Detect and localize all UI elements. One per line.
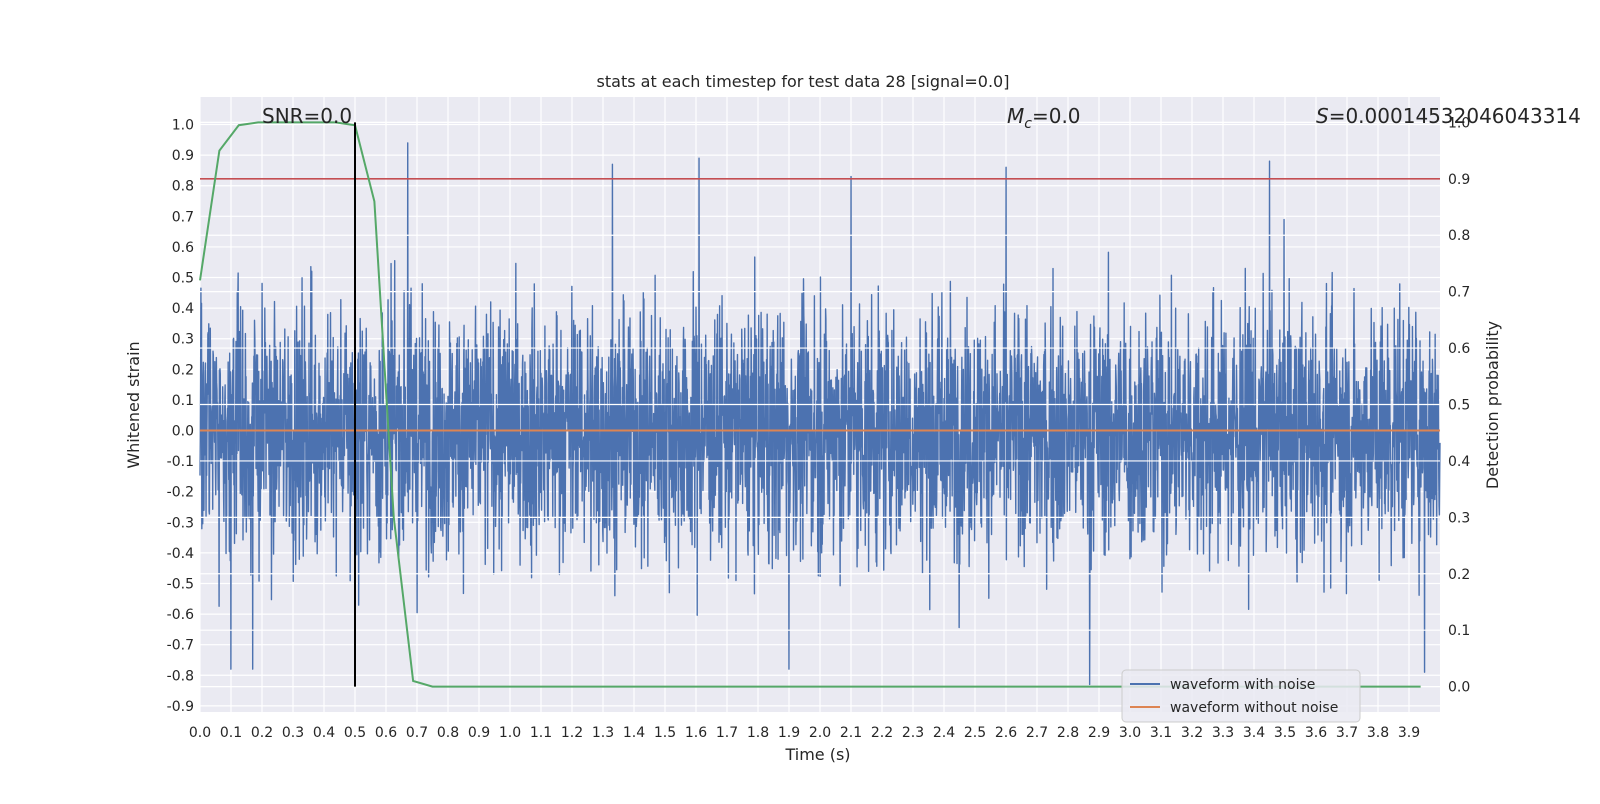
x-tick-label: 2.7 — [1026, 725, 1048, 741]
series-waveform-with-noise — [199, 142, 1441, 686]
legend-entry-label: waveform without noise — [1170, 700, 1338, 716]
x-tick-label: 0.0 — [189, 725, 211, 741]
x-tick-label: 3.8 — [1367, 725, 1389, 741]
legend-box — [1121, 669, 1361, 723]
x-axis-label: Time (s) — [784, 745, 850, 764]
x-tick-label: 2.6 — [995, 725, 1017, 741]
x-tick-label: 3.7 — [1336, 725, 1358, 741]
x-tick-label: 0.9 — [468, 725, 490, 741]
x-tick-label: 2.0 — [809, 725, 831, 741]
y-tick-label: -0.5 — [167, 576, 194, 592]
y2-tick-label: 0.8 — [1448, 228, 1470, 244]
mc-subscript: c — [1024, 116, 1032, 132]
mc-value: =0.0 — [1032, 104, 1081, 128]
y-tick-label: 0.6 — [172, 240, 194, 256]
x-tick-label: 1.9 — [778, 725, 800, 741]
s-annotation: S=0.00014532046043314 — [1316, 104, 1581, 128]
x-tick-label: 3.5 — [1274, 725, 1296, 741]
y-tick-label: 0.0 — [172, 424, 194, 440]
x-tick-label: 2.2 — [871, 725, 893, 741]
x-tick-label: 2.5 — [964, 725, 986, 741]
x-tick-label: 3.3 — [1212, 725, 1234, 741]
x-tick-label: 0.7 — [406, 725, 428, 741]
x-tick-label: 1.2 — [561, 725, 583, 741]
y2-tick-label: 0.3 — [1448, 510, 1470, 526]
legend: waveform with noise waveform without nois… — [1121, 669, 1361, 723]
y2-tick-label: 0.1 — [1448, 623, 1470, 639]
y-tick-label: -0.1 — [167, 454, 194, 470]
s-symbol: S — [1316, 104, 1329, 128]
x-tick-label: 0.5 — [344, 725, 366, 741]
x-tick-label: 1.4 — [623, 725, 645, 741]
y-tick-label: 0.3 — [172, 332, 194, 348]
y-tick-label: 0.9 — [172, 148, 194, 164]
x-tick-label: 0.3 — [282, 725, 304, 741]
x-tick-label: 1.8 — [747, 725, 769, 741]
y-tick-label: -0.2 — [167, 485, 194, 501]
x-tick-label: 0.6 — [375, 725, 397, 741]
y2-axis-label: Detection probability — [1483, 321, 1502, 489]
x-tick-label: 0.1 — [220, 725, 242, 741]
x-tick-label: 0.8 — [437, 725, 459, 741]
y-tick-label: 0.1 — [172, 393, 194, 409]
mc-annotation: Mc=0.0 — [1007, 104, 1081, 132]
mc-symbol: M — [1007, 104, 1024, 128]
chart-title: stats at each timestep for test data 28 … — [597, 72, 1010, 91]
y-tick-label: -0.6 — [167, 607, 194, 623]
y-tick-label: -0.3 — [167, 515, 194, 531]
series-detection-probability — [199, 121, 1421, 688]
y-tick-label: -0.8 — [167, 668, 194, 684]
x-tick-label: 2.1 — [840, 725, 862, 741]
x-tick-label: 2.3 — [902, 725, 924, 741]
y-tick-label: 1.0 — [172, 118, 194, 134]
x-tick-label: 2.8 — [1057, 725, 1079, 741]
x-tick-label: 1.3 — [592, 725, 614, 741]
x-tick-label: 1.7 — [716, 725, 738, 741]
legend-entry-label: waveform with noise — [1170, 677, 1315, 693]
x-tick-label: 3.4 — [1243, 725, 1265, 741]
y2-tick-label: 0.0 — [1448, 680, 1470, 696]
x-tick-label: 3.6 — [1305, 725, 1327, 741]
y2-tick-label: 0.5 — [1448, 398, 1470, 414]
y2-tick-label: 0.2 — [1448, 567, 1470, 583]
s-value: =0.00014532046043314 — [1329, 104, 1581, 128]
snr-annotation: SNR=0.0 — [262, 104, 352, 128]
y2-tick-label: 0.9 — [1448, 172, 1470, 188]
y-tick-label: -0.9 — [167, 699, 194, 715]
x-tick-label: 1.1 — [530, 725, 552, 741]
y-tick-label: 0.8 — [172, 179, 194, 195]
y2-tick-label: 0.4 — [1448, 454, 1470, 470]
x-tick-label: 3.0 — [1119, 725, 1141, 741]
y-tick-label: -0.4 — [167, 546, 194, 562]
x-tick-label: 1.6 — [685, 725, 707, 741]
y2-tick-label: 0.6 — [1448, 341, 1470, 357]
y-tick-label: 0.7 — [172, 209, 194, 225]
x-tick-label: 0.4 — [313, 725, 335, 741]
y2-tick-label: 0.7 — [1448, 285, 1470, 301]
x-tick-label: 1.5 — [654, 725, 676, 741]
x-tick-label: 1.0 — [499, 725, 521, 741]
x-tick-label: 2.4 — [933, 725, 955, 741]
y-tick-label: -0.7 — [167, 638, 194, 654]
y2-tick-label: 1.0 — [1448, 115, 1470, 131]
y-axis-label: Whitened strain — [124, 341, 143, 468]
y-tick-label: 0.2 — [172, 362, 194, 378]
x-tick-label: 3.1 — [1150, 725, 1172, 741]
x-tick-label: 0.2 — [251, 725, 273, 741]
y-tick-label: 0.4 — [172, 301, 194, 317]
x-tick-label: 3.9 — [1398, 725, 1420, 741]
x-tick-label: 3.2 — [1181, 725, 1203, 741]
y-tick-label: 0.5 — [172, 271, 194, 287]
x-tick-label: 2.9 — [1088, 725, 1110, 741]
